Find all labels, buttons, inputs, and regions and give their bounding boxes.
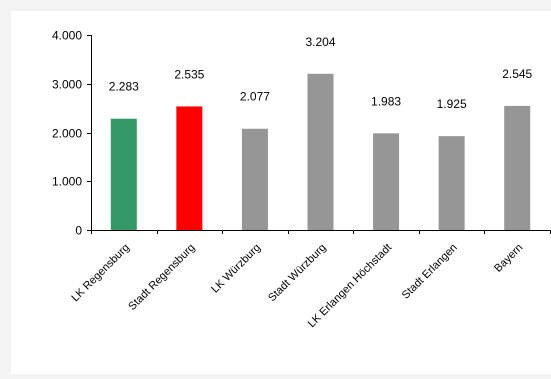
bar <box>110 118 137 230</box>
y-tick-label: 0 <box>75 224 82 238</box>
x-tick-label: Stadt Regensburg <box>126 242 197 313</box>
bar <box>438 136 465 230</box>
bar <box>307 73 334 231</box>
x-tick-label: Stadt Erlangen <box>400 242 460 302</box>
bar-value-label: 2.077 <box>240 90 270 104</box>
bar <box>241 128 268 230</box>
bar-value-label: 1.925 <box>437 97 467 111</box>
y-tick-label: 3.000 <box>52 78 82 92</box>
bars <box>110 73 531 231</box>
x-tick-label: LK Regensburg <box>69 242 132 305</box>
x-tick-label: Stadt Würzburg <box>266 242 329 305</box>
x-tick-label: Bayern <box>492 242 525 275</box>
bar-value-label: 3.204 <box>305 35 335 49</box>
bar-value-label: 1.983 <box>371 94 401 108</box>
bar <box>504 105 531 230</box>
bar <box>176 106 203 230</box>
bar-value-label: 2.545 <box>502 67 532 81</box>
y-tick-label: 1.000 <box>52 175 82 189</box>
x-tick-label: LK Würzburg <box>209 242 263 296</box>
bar-value-label: 2.283 <box>109 80 139 94</box>
bar-chart: 0 1.000 2.000 3.000 4.000 2.283 2.535 2.077 3.2… <box>52 29 551 330</box>
y-tick-label: 2.000 <box>52 127 82 141</box>
bar <box>373 133 400 230</box>
y-axis-ticks: 0 1.000 2.000 3.000 4.000 <box>52 29 91 238</box>
value-labels: 2.283 2.535 2.077 3.204 1.983 1.925 2.545 <box>109 35 533 111</box>
chart-area: 0 1.000 2.000 3.000 4.000 2.283 2.535 2.077 3.2… <box>11 11 551 374</box>
bar-value-label: 2.535 <box>174 67 204 81</box>
y-tick-label: 4.000 <box>52 29 82 43</box>
